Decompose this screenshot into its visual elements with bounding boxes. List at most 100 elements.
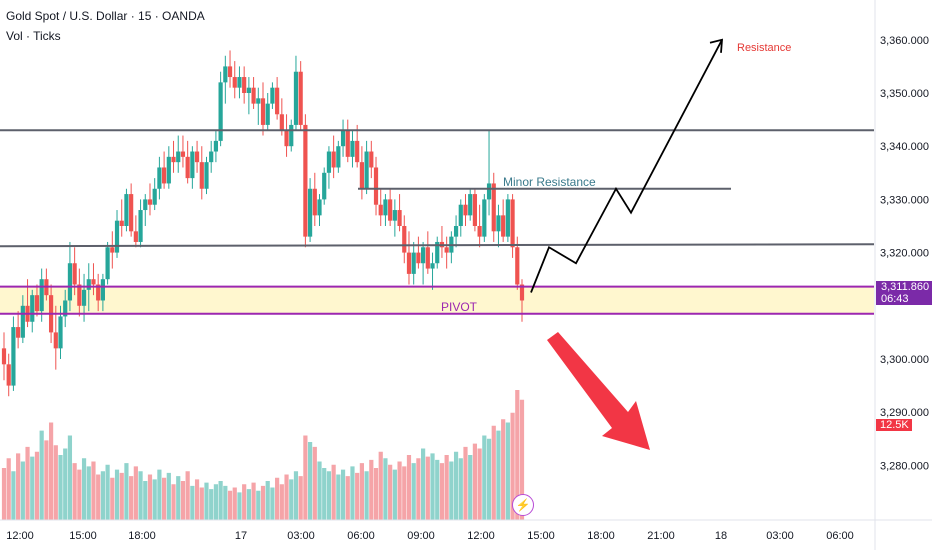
volume-bar <box>30 456 35 520</box>
volume-bar <box>397 461 402 520</box>
volume-bar <box>53 445 58 520</box>
candle-body <box>505 199 510 237</box>
candle-body <box>6 364 11 386</box>
candle-body <box>406 252 412 274</box>
volume-bar <box>162 477 167 520</box>
candle-body <box>435 241 440 264</box>
candle-body <box>453 226 459 237</box>
candle-body <box>322 172 327 200</box>
candle-body <box>383 199 388 216</box>
bar-countdown: 06:43 <box>881 292 909 305</box>
pivot-zone <box>0 286 874 314</box>
volume-last-tag: 12.5K <box>876 419 912 431</box>
volume-bar <box>171 484 176 520</box>
candle-body <box>114 220 120 253</box>
volume-bar <box>293 471 299 520</box>
volume-bar <box>204 482 209 520</box>
volume-bar <box>491 425 496 520</box>
volume-bar <box>110 477 115 520</box>
candle-body <box>397 210 402 226</box>
volume-bar <box>284 474 289 520</box>
candle-body <box>416 252 421 264</box>
volume-bar <box>510 412 515 520</box>
candle-body <box>411 252 416 274</box>
candle-body <box>477 226 482 237</box>
volume-bar <box>256 490 261 520</box>
volume-bar <box>275 477 280 520</box>
volume-bar <box>25 446 30 520</box>
volume-bar <box>406 455 412 520</box>
candle-body <box>34 295 40 312</box>
candle-body <box>388 199 393 221</box>
time-tick-label: 03:00 <box>766 530 794 542</box>
candle-body <box>143 199 148 211</box>
candle-body <box>468 194 473 216</box>
volume-bar <box>147 474 153 520</box>
candle-body <box>326 151 332 173</box>
volume-bar <box>477 448 482 520</box>
volume-bar <box>129 476 134 520</box>
time-tick-label: 21:00 <box>647 530 675 542</box>
candle-body <box>307 188 313 237</box>
volume-bar <box>237 492 242 520</box>
volume-indicator-label[interactable]: Vol · Ticks <box>6 29 61 43</box>
volume-bar <box>190 485 195 520</box>
candle-body <box>425 247 430 269</box>
candle-body <box>350 140 355 157</box>
volume-bar <box>421 448 426 520</box>
volume-bar <box>223 485 228 520</box>
candle-body <box>100 279 105 301</box>
candle-body <box>359 162 364 189</box>
candle-body <box>1 348 7 365</box>
volume-bar <box>157 469 162 520</box>
price-tick-label: 3,350.000 <box>880 88 929 100</box>
volume-bar <box>350 466 355 520</box>
volume-bar <box>77 469 82 520</box>
volume-bar <box>152 479 157 520</box>
volume-bar <box>519 399 525 520</box>
volume-bar <box>143 481 148 520</box>
volume-bar <box>96 474 101 520</box>
candle-body <box>364 151 369 189</box>
candle-body <box>147 199 153 205</box>
candle-body <box>256 98 261 104</box>
price-tick-label: 3,290.000 <box>880 407 929 419</box>
candle-body <box>298 71 303 125</box>
volume-bar <box>411 463 416 520</box>
candle-body <box>16 327 21 338</box>
candle-body <box>270 87 275 104</box>
volume-bar <box>444 455 449 520</box>
volume-bar <box>48 422 54 520</box>
volume-bar <box>369 459 374 520</box>
candle-body <box>289 124 294 147</box>
candle-body <box>213 140 219 152</box>
time-tick-label: 17 <box>235 530 247 542</box>
candle-body <box>53 332 58 349</box>
volume-bar <box>185 471 190 520</box>
volume-bar <box>67 435 73 520</box>
candle-body <box>166 156 171 184</box>
lightning-icon[interactable]: ⚡ <box>512 494 534 516</box>
volume-bar <box>501 419 506 520</box>
time-tick-label: 18:00 <box>587 530 615 542</box>
candle-body <box>105 247 110 280</box>
volume-bar <box>307 442 313 520</box>
candle-body <box>491 183 496 232</box>
resistance-label: Resistance <box>737 42 791 54</box>
candle-body <box>138 210 143 242</box>
candle-body <box>81 289 87 306</box>
volume-bar <box>114 469 120 520</box>
volume-bar <box>194 479 200 520</box>
volume-bar <box>279 484 284 520</box>
candle-body <box>157 167 162 189</box>
chart-title: Gold Spot / U.S. Dollar · 15 · OANDA <box>6 9 205 23</box>
candle-body <box>152 188 157 205</box>
volume-bar <box>472 443 478 520</box>
volume-bar <box>100 471 105 520</box>
candle-body <box>303 124 308 237</box>
volume-bar <box>336 474 341 520</box>
candle-body <box>39 279 44 312</box>
candle-body <box>171 156 176 163</box>
candle-body <box>96 284 101 301</box>
